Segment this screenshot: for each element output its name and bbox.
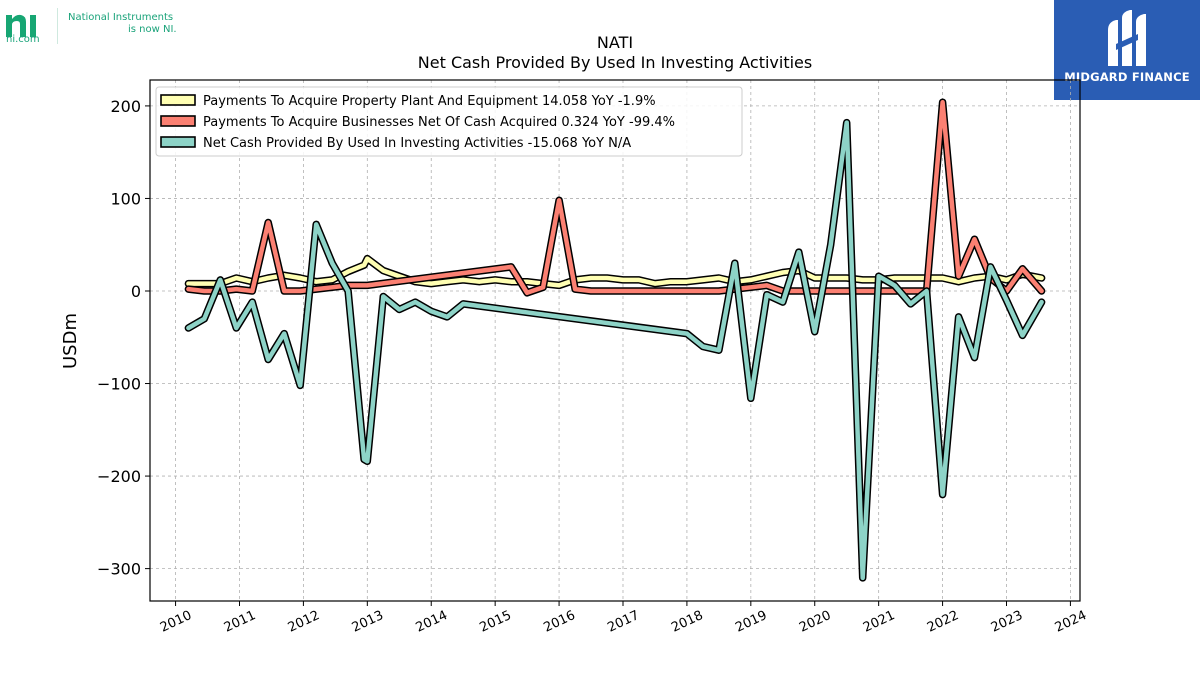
x-tick-label: 2017: [605, 608, 641, 636]
legend-box: [155, 86, 743, 157]
x-tick-label: 2019: [733, 608, 769, 636]
x-tick-label: 2020: [797, 608, 833, 636]
chart-subtitle: Net Cash Provided By Used In Investing A…: [418, 53, 812, 72]
series-line-outline: [184, 118, 1046, 582]
y-tick-label: −300: [97, 560, 141, 579]
x-tick-label: 2024: [1053, 608, 1089, 636]
y-tick-label: −200: [97, 467, 141, 486]
chart-title: NATI: [597, 33, 633, 52]
legend-swatch: [160, 115, 196, 127]
legend-entry: Net Cash Provided By Used In Investing A…: [203, 136, 631, 151]
ni-domain-text: ni.com: [6, 34, 40, 45]
series-line: [186, 99, 1044, 296]
ni-tagline-line-2: is now NI.: [128, 24, 177, 35]
y-tick-label: −100: [97, 375, 141, 394]
series-line: [186, 256, 1044, 288]
x-tick-label: 2011: [222, 608, 258, 636]
series-1: [184, 254, 1046, 290]
plot-frame: [149, 79, 1081, 602]
x-tick-label: 2021: [861, 608, 897, 636]
ni-logo: ni.com National Instruments is now NI.: [4, 4, 194, 48]
x-tick-label: 2012: [286, 608, 322, 636]
brand-name: MIDGARD FINANCE: [1064, 70, 1190, 84]
y-axis-label: USDm: [60, 313, 81, 369]
midgard-finance-logo: MIDGARD FINANCE: [1054, 0, 1200, 100]
legend-entry: Payments To Acquire Property Plant And E…: [203, 94, 656, 109]
x-axis: 2010 2011 2012 2013 2014 2015 2016 2017 2018 2019…: [158, 601, 1089, 636]
x-tick-label: 2014: [414, 608, 450, 636]
legend-swatch: [160, 136, 196, 148]
ni-tagline-line-1: National Instruments: [68, 12, 174, 23]
series-lines: [184, 98, 1046, 582]
x-tick-label: 2016: [541, 608, 577, 636]
y-tick-label: 200: [110, 97, 141, 116]
x-tick-label: 2015: [478, 608, 514, 636]
x-tick-label: 2022: [925, 608, 961, 636]
y-tick-label: 0: [131, 282, 141, 301]
series-line: [186, 120, 1044, 581]
y-tick-label: 100: [110, 189, 141, 208]
x-tick-label: 2023: [989, 608, 1025, 636]
legend-entry: Payments To Acquire Businesses Net Of Ca…: [203, 115, 675, 130]
series-3: [184, 118, 1046, 582]
series-2: [184, 98, 1046, 297]
x-tick-label: 2018: [669, 608, 705, 636]
y-axis: 200 100 0 −100 −200 −300: [97, 97, 150, 579]
ni-logo-divider: [57, 8, 58, 44]
legend: Payments To Acquire Property Plant And E…: [155, 86, 743, 157]
legend-swatch: [160, 94, 196, 106]
x-tick-label: 2010: [158, 608, 194, 636]
midgard-mark-icon: [1108, 10, 1146, 66]
ni-logo-icon: [6, 14, 36, 37]
x-tick-label: 2013: [350, 608, 386, 636]
